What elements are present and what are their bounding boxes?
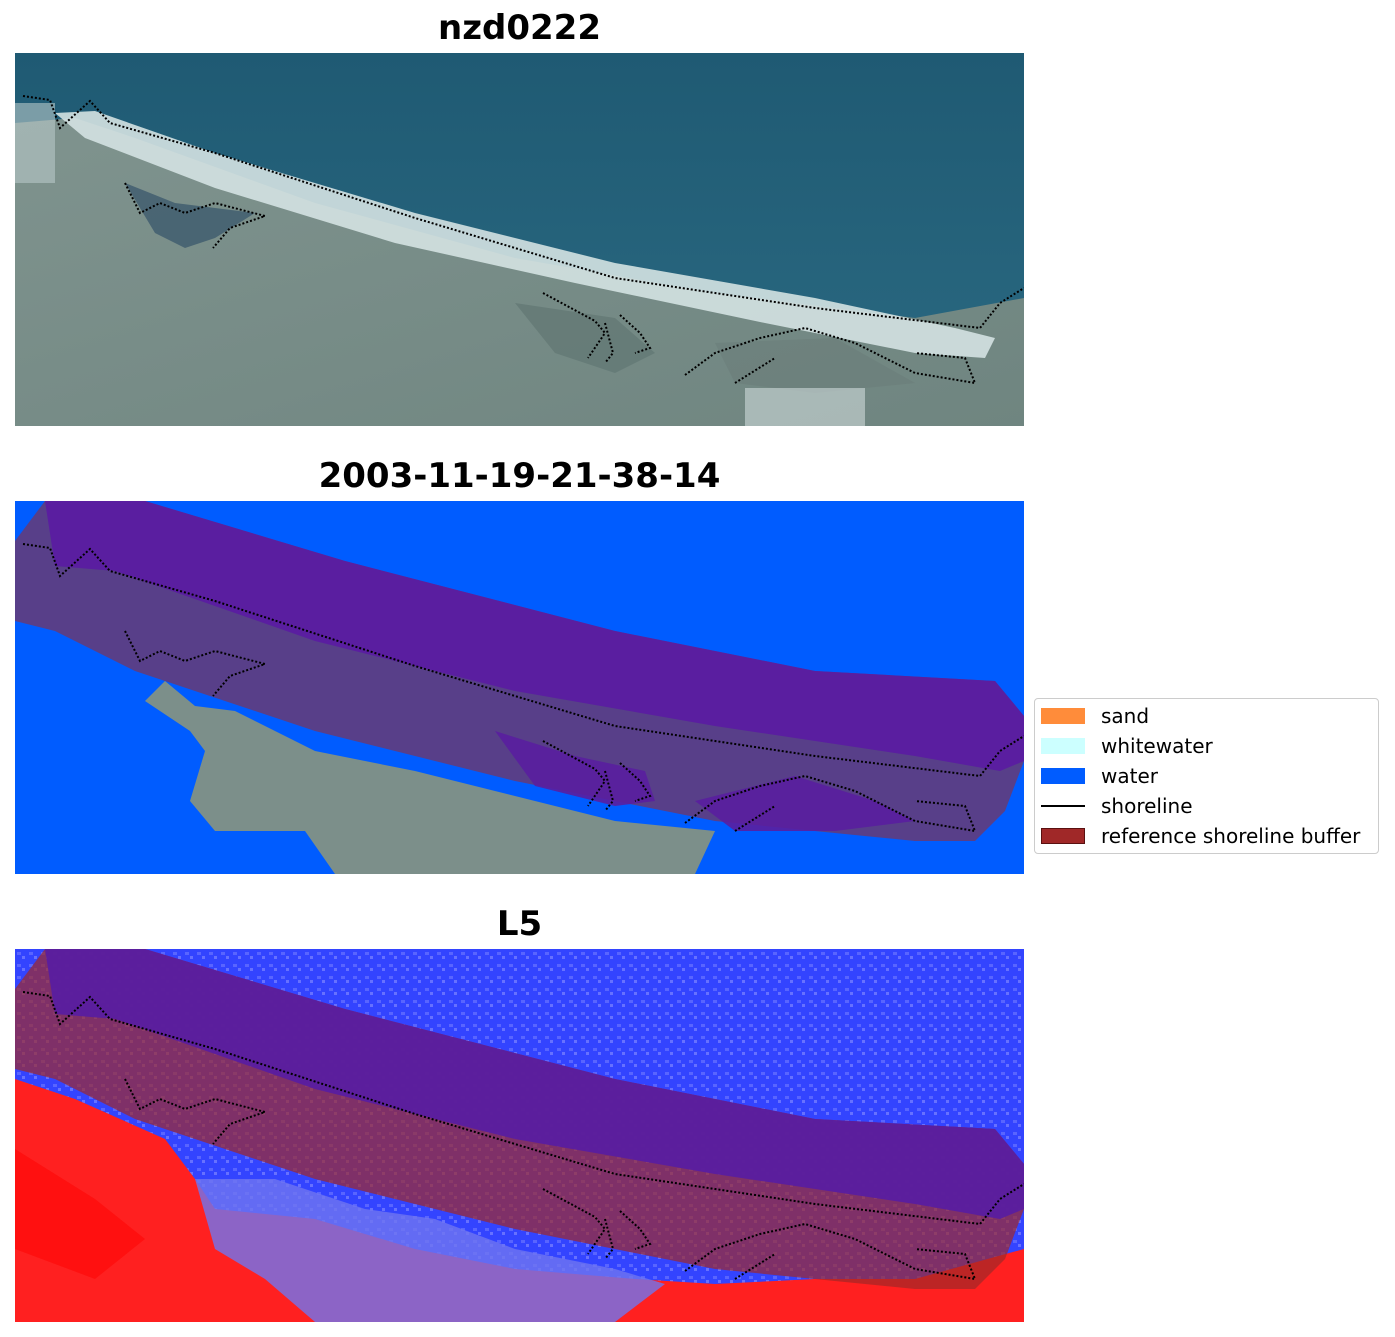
buffer-swatch	[1041, 828, 1085, 844]
legend-label: reference shoreline buffer	[1101, 824, 1361, 848]
shoreline-inlet-2	[684, 326, 977, 385]
beach-strip	[55, 111, 995, 358]
legend-label: whitewater	[1101, 734, 1213, 758]
mixed-zone	[195, 1179, 665, 1322]
buffer-over-sea	[45, 949, 1024, 1219]
satellite-image-panel	[15, 53, 1024, 426]
buffer-over-sea	[45, 501, 1024, 771]
classification-panel	[15, 501, 1024, 874]
panel-title-bottom: L5	[496, 904, 543, 944]
legend-label: shoreline	[1101, 794, 1193, 818]
legend-item-water: water	[1041, 764, 1158, 788]
whitewater-swatch	[1041, 738, 1085, 754]
panel-title-middle: 2003-11-19-21-38-14	[318, 456, 721, 496]
water-swatch	[1041, 768, 1085, 784]
panel-title-top: nzd0222	[438, 8, 601, 48]
legend-item-buffer: reference shoreline buffer	[1041, 824, 1360, 848]
legend-label: water	[1101, 764, 1158, 788]
index-panel	[15, 949, 1024, 1322]
shoreline-lagoon	[124, 182, 269, 249]
legend-item-shoreline: shoreline	[1041, 794, 1193, 818]
legend-item-sand: sand	[1041, 704, 1149, 728]
legend-item-whitewater: whitewater	[1041, 734, 1213, 758]
lagoon	[125, 183, 255, 248]
shoreline	[22, 95, 1024, 330]
shoreline-inlet-1	[542, 292, 652, 364]
legend-label: sand	[1101, 704, 1150, 728]
sand-swatch	[1041, 708, 1085, 724]
shoreline-line-swatch	[1041, 798, 1085, 814]
legend: sand whitewater water shoreline referenc…	[1034, 698, 1379, 854]
